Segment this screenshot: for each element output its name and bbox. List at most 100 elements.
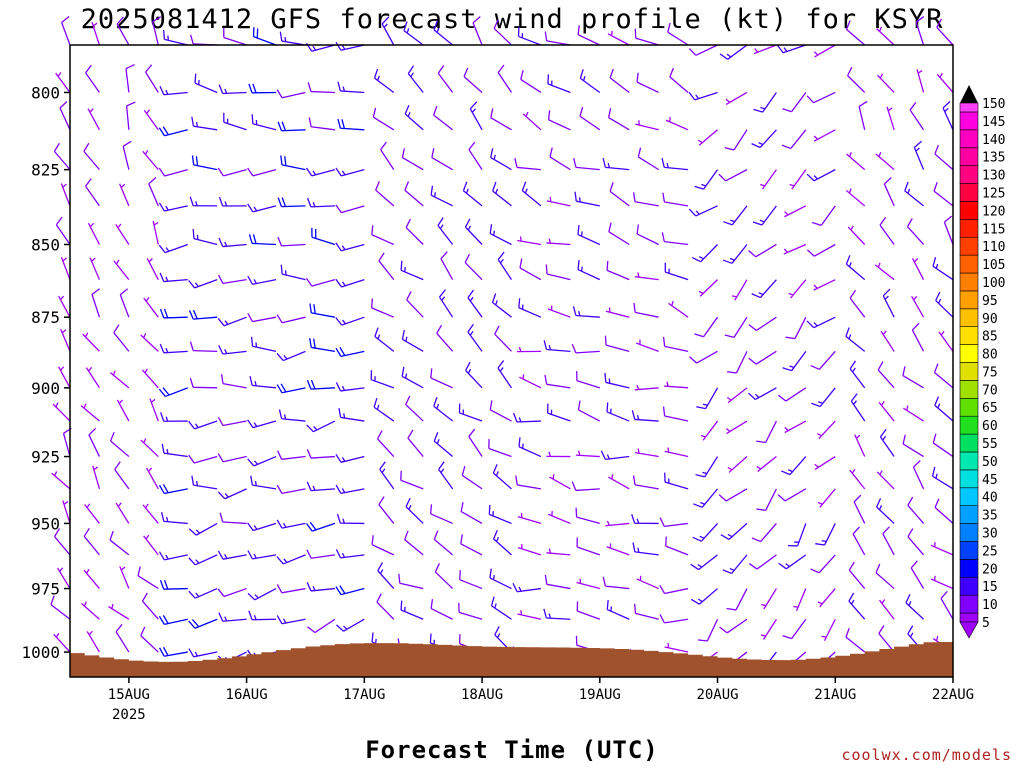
wind-barb — [876, 26, 895, 46]
colorbar-swatch — [959, 129, 979, 149]
wind-barb — [811, 387, 836, 408]
colorbar-swatch — [959, 236, 979, 256]
wind-barb — [637, 147, 660, 171]
wind-barb — [247, 522, 277, 532]
wind-barb — [606, 543, 630, 556]
colorbar-tick-label: 60 — [982, 419, 998, 434]
wind-barb — [308, 117, 335, 131]
wind-barb — [719, 44, 748, 60]
wind-barb — [247, 455, 277, 467]
wind-barb — [119, 183, 130, 207]
colorbar-swatch — [959, 451, 979, 471]
wind-barb — [61, 16, 71, 46]
wind-barb — [694, 169, 719, 190]
wind-barb — [492, 181, 512, 207]
wind-barb — [160, 512, 188, 525]
colorbar-tick-label: 35 — [982, 509, 998, 524]
wind-barb — [122, 140, 132, 170]
colorbar-tick-label: 110 — [982, 240, 1005, 255]
wind-barb — [607, 108, 630, 131]
wind-barb — [934, 498, 954, 524]
wind-barb — [162, 29, 188, 46]
wind-barb — [549, 147, 571, 171]
wind-barb — [577, 260, 601, 281]
wind-barb — [306, 420, 336, 433]
colorbar-tick-label: 145 — [982, 115, 1005, 130]
wind-barb — [636, 72, 659, 94]
wind-barb — [547, 403, 571, 422]
wind-barb — [935, 291, 954, 318]
wind-barb — [932, 257, 954, 281]
wind-barb — [217, 550, 247, 560]
wind-barb — [223, 28, 247, 46]
colorbar-swatch — [959, 380, 979, 399]
wind-barb — [188, 279, 218, 289]
wind-barb — [248, 83, 277, 94]
x-tick-label: 19AUG — [579, 687, 621, 703]
wind-barb — [142, 503, 159, 524]
wind-barb — [756, 456, 777, 472]
wind-barb — [488, 504, 512, 525]
wind-barb — [277, 236, 306, 247]
wind-barb — [515, 475, 542, 490]
wind-barb — [748, 350, 777, 365]
wind-barb — [812, 205, 836, 226]
wind-barb — [606, 600, 630, 620]
wind-barb — [909, 102, 925, 131]
wind-barb — [879, 428, 895, 457]
wind-barb — [405, 395, 424, 422]
wind-barb — [788, 523, 807, 547]
wind-barb — [306, 481, 335, 492]
wind-barb — [810, 350, 836, 370]
x-tick-label: 21AUG — [814, 687, 856, 703]
wind-barb — [574, 191, 600, 207]
wind-barb — [433, 432, 454, 458]
wind-barb — [806, 169, 836, 182]
y-tick-label: 1000 — [21, 643, 60, 662]
wind-barb — [940, 590, 954, 620]
terrain-layer — [70, 642, 953, 677]
wind-barb — [381, 16, 395, 46]
wind-barb — [517, 512, 542, 525]
wind-barb — [664, 262, 689, 281]
wind-barb — [305, 167, 336, 177]
wind-barb — [460, 534, 483, 556]
wind-barb — [882, 288, 895, 318]
colorbar-tick-label: 65 — [982, 401, 998, 416]
wind-barb — [776, 44, 807, 54]
wind-barb — [489, 224, 512, 246]
wind-barb — [247, 587, 277, 601]
wind-barb — [335, 204, 365, 214]
wind-barb — [306, 197, 335, 208]
wind-barb — [247, 203, 277, 213]
wind-barb — [694, 316, 719, 338]
wind-barb — [930, 542, 954, 556]
wind-barb — [546, 548, 571, 556]
wind-barb — [113, 259, 130, 281]
wind-barb — [276, 584, 306, 594]
wind-barb — [875, 151, 895, 171]
wind-barb — [378, 252, 395, 281]
colorbar-swatch — [959, 433, 979, 453]
wind-barb — [932, 433, 954, 458]
wind-barb — [335, 278, 365, 288]
wind-barb — [517, 26, 542, 46]
colorbar-tick-label: 75 — [982, 365, 998, 380]
wind-barb — [519, 258, 542, 281]
wind-barb — [53, 142, 71, 171]
wind-barb — [140, 333, 159, 352]
y-tick-label: 850 — [31, 235, 60, 254]
wind-barb — [405, 497, 424, 524]
colorbar-swatch — [959, 272, 979, 292]
wind-barb — [86, 630, 100, 653]
wind-barb — [371, 535, 395, 556]
wind-barb — [252, 27, 277, 46]
wind-barb — [145, 467, 159, 490]
wind-barb — [276, 554, 306, 565]
wind-barb — [217, 587, 247, 598]
wind-barb — [278, 409, 306, 422]
wind-barb — [634, 272, 659, 281]
wind-barb — [631, 514, 659, 525]
colorbar-swatch — [959, 290, 979, 310]
